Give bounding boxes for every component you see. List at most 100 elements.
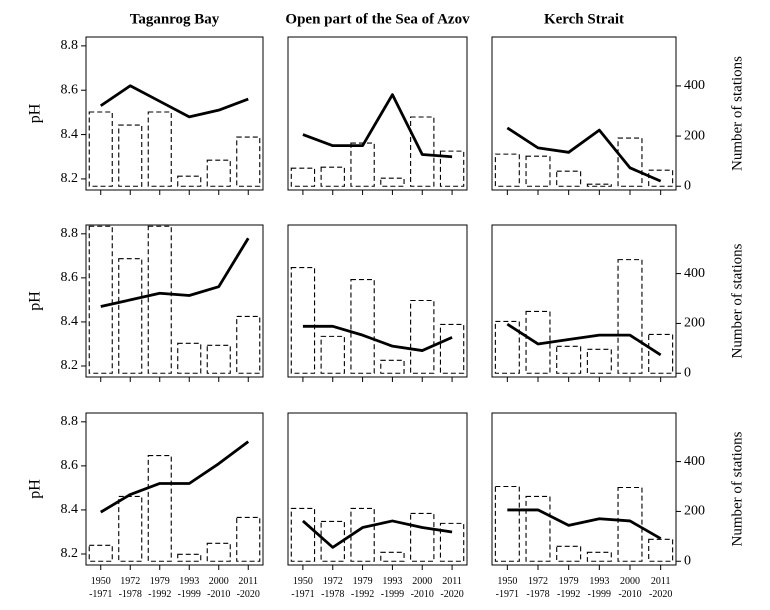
bar — [236, 516, 261, 562]
x-tick-label-line: 2011 — [442, 576, 462, 587]
y-tick-label: 8.2 — [61, 358, 79, 373]
bar — [617, 486, 643, 562]
x-tick-label: 2000 -2010 — [411, 576, 434, 600]
x-tick-label-line: -2020 — [237, 589, 260, 600]
y-axis-label: pH — [27, 479, 44, 499]
plot-frame — [287, 36, 468, 191]
bar — [206, 344, 231, 374]
bar — [556, 545, 582, 562]
x-tick-label-line: -1978 — [526, 589, 549, 600]
y2-tick-label: 200 — [684, 504, 705, 519]
bar — [439, 150, 465, 187]
x-tick-label-line: -1978 — [119, 589, 142, 600]
x-tick-label: 1950 -1971 — [89, 576, 112, 600]
panel-title: Taganrog Bay — [130, 11, 220, 27]
bar — [380, 359, 405, 374]
y2-tick-label: 0 — [684, 553, 691, 568]
x-tick-label-line: 1972 — [323, 576, 343, 587]
bar — [410, 299, 435, 374]
ph-line — [302, 324, 453, 352]
plot-frame — [287, 224, 468, 378]
bar — [320, 520, 345, 562]
bar — [648, 538, 674, 562]
x-tick-label-line: 1993 — [382, 576, 402, 587]
plot-frame — [491, 412, 677, 566]
x-tick-label-line: 1979 — [150, 576, 170, 587]
y2-tick-label: 400 — [684, 454, 705, 469]
y2-tick-label: 0 — [684, 178, 691, 193]
plot-frame — [491, 36, 677, 191]
y-tick-label: 8.8 — [61, 38, 79, 53]
y-tick-label: 8.6 — [61, 82, 79, 97]
y-tick-label: 8.4 — [61, 314, 79, 329]
x-tick-label-line: 2000 — [209, 576, 229, 587]
y-tick-label: 8.4 — [61, 127, 79, 142]
bar — [617, 137, 643, 187]
x-tick-label-line: -1971 — [496, 589, 519, 600]
y-tick-label: 8.2 — [61, 546, 79, 561]
y-tick-label: 8.8 — [61, 414, 79, 429]
bar — [586, 183, 612, 187]
x-tick-label-line: 1972 — [120, 576, 140, 587]
x-tick-label-line: 1993 — [179, 576, 199, 587]
bar — [118, 258, 143, 374]
x-tick-label: 1993 -1999 — [381, 576, 404, 600]
ph-line — [100, 440, 250, 514]
ph-line — [99, 84, 249, 119]
y2-tick-label: 200 — [684, 316, 705, 331]
bar — [350, 142, 375, 187]
bar — [206, 542, 231, 562]
x-tick-label: 2000 -2010 — [207, 576, 230, 600]
plot-frame — [85, 224, 264, 378]
x-tick-label: 1950 -1971 — [496, 576, 519, 600]
panel-title: Open part of the Sea of Azov — [285, 11, 470, 27]
x-tick-label: 2011 -2020 — [237, 576, 260, 600]
x-tick-label-line: 1950 — [497, 576, 517, 587]
bar — [88, 111, 113, 187]
bar — [648, 333, 674, 374]
x-tick-label: 2000 -2010 — [618, 576, 641, 600]
bar — [525, 495, 551, 562]
x-tick-label-line: -1999 — [381, 589, 404, 600]
x-tick-label-line: -2010 — [618, 589, 641, 600]
x-tick-label-line: 1950 — [293, 576, 313, 587]
x-tick-label-line: 1972 — [528, 576, 548, 587]
ph-line — [506, 126, 662, 183]
bar — [410, 512, 435, 562]
bar — [320, 166, 345, 187]
x-tick-label: 2011 -2020 — [649, 576, 672, 600]
x-tick-label-line: -2020 — [649, 589, 672, 600]
bar — [147, 455, 172, 562]
ph-line — [302, 93, 453, 159]
bar — [380, 177, 405, 187]
x-tick-label: 1972 -1978 — [526, 576, 549, 600]
bar — [290, 507, 316, 562]
bar — [439, 522, 465, 562]
y-axis-label: pH — [27, 103, 44, 123]
bar — [206, 159, 231, 187]
bar — [290, 167, 316, 187]
x-tick-label-line: 2000 — [412, 576, 432, 587]
bar — [410, 116, 435, 187]
x-tick-label-line: 1993 — [589, 576, 609, 587]
x-tick-label-line: -1971 — [89, 589, 112, 600]
x-tick-label: 1993 -1999 — [178, 576, 201, 600]
bar — [350, 507, 375, 562]
x-tick-label-line: 2000 — [620, 576, 640, 587]
x-tick-label: 1972 -1978 — [321, 576, 344, 600]
x-tick-label-line: -1999 — [178, 589, 201, 600]
bar — [525, 310, 551, 374]
bar — [494, 153, 520, 187]
bar — [380, 551, 405, 562]
x-tick-label-line: 1979 — [559, 576, 579, 587]
x-tick-label-line: -2010 — [411, 589, 434, 600]
y2-axis-label: Number of stations — [729, 56, 745, 171]
bar — [525, 155, 551, 187]
bar — [494, 485, 520, 562]
x-tick-label: 1950 -1971 — [291, 576, 314, 600]
y2-axis-label: Number of stations — [729, 243, 745, 358]
x-tick-label-line: 2011 — [238, 576, 258, 587]
bar — [439, 323, 465, 374]
bar — [177, 553, 202, 562]
